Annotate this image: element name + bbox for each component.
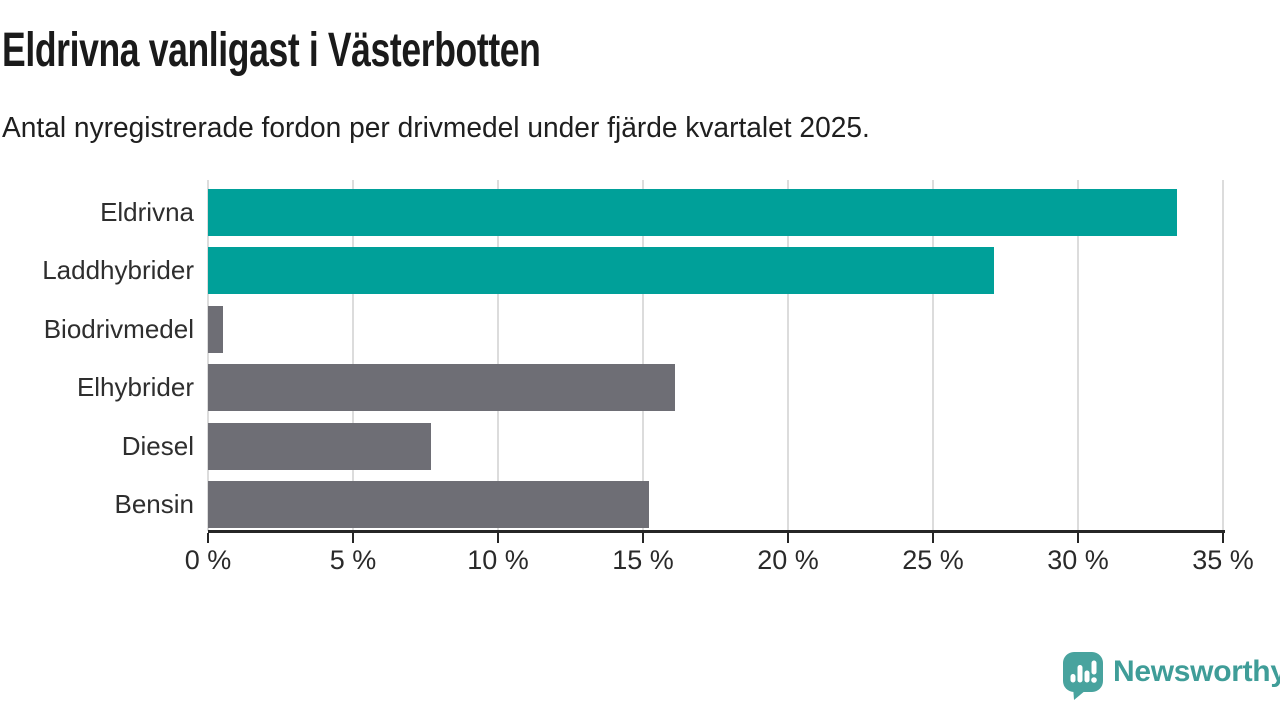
gridline-20 bbox=[787, 180, 789, 531]
newsworthy-wordmark: Newsworthy bbox=[1113, 655, 1280, 688]
x-axis-line bbox=[208, 530, 1225, 533]
x-tick-label-20: 20 % bbox=[757, 545, 819, 575]
branding: Newsworthy bbox=[1063, 652, 1280, 700]
x-tick-20 bbox=[787, 533, 789, 543]
gridline-10 bbox=[497, 180, 499, 531]
x-tick-10 bbox=[497, 533, 499, 543]
x-tick-label-35: 35 % bbox=[1192, 545, 1254, 575]
x-tick-15 bbox=[642, 533, 644, 543]
gridline-15 bbox=[642, 180, 644, 531]
x-tick-label-15: 15 % bbox=[612, 545, 674, 575]
x-tick-label-0: 0 % bbox=[184, 545, 232, 575]
x-tick-label-10: 10 % bbox=[467, 545, 529, 575]
gridline-25 bbox=[932, 180, 934, 531]
x-tick-0 bbox=[207, 533, 209, 543]
y-axis-labels: Eldrivna Laddhybrider Biodrivmedel Elhybrid… bbox=[0, 180, 194, 531]
category-label-eldrivna: Eldrivna bbox=[100, 197, 194, 227]
x-tick-25 bbox=[932, 533, 934, 543]
bar-eldrivna bbox=[208, 189, 1177, 236]
bar-bensin bbox=[208, 481, 649, 528]
chart-subtitle: Antal nyregistrerade fordon per drivmede… bbox=[2, 112, 870, 144]
x-tick-5 bbox=[352, 533, 354, 543]
gridline-30 bbox=[1077, 180, 1079, 531]
category-label-diesel: Diesel bbox=[121, 430, 194, 461]
x-tick-label-25: 25 % bbox=[902, 545, 964, 575]
chart-title: Eldrivna vanligast i Västerbotten bbox=[2, 24, 541, 77]
category-label-bensin: Bensin bbox=[114, 489, 195, 519]
plot-area bbox=[207, 180, 1224, 531]
newsworthy-logo-icon bbox=[1063, 652, 1103, 700]
gridline-5 bbox=[352, 180, 354, 531]
bar-laddhybrider bbox=[208, 247, 994, 295]
gridline-35 bbox=[1222, 180, 1224, 531]
x-tick-label-5: 5 % bbox=[329, 545, 377, 575]
bar-elhybrider bbox=[208, 364, 675, 412]
category-label-biodrivmedel: Biodrivmedel bbox=[43, 313, 194, 344]
x-tick-label-30: 30 % bbox=[1047, 545, 1109, 575]
bar-biodrivmedel bbox=[208, 305, 223, 353]
category-label-laddhybrider: Laddhybrider bbox=[42, 255, 194, 286]
category-label-elhybrider: Elhybrider bbox=[76, 372, 194, 403]
bar-diesel bbox=[208, 422, 432, 470]
x-tick-30 bbox=[1077, 533, 1079, 543]
gridline-0 bbox=[207, 180, 209, 531]
x-tick-35 bbox=[1222, 533, 1224, 543]
